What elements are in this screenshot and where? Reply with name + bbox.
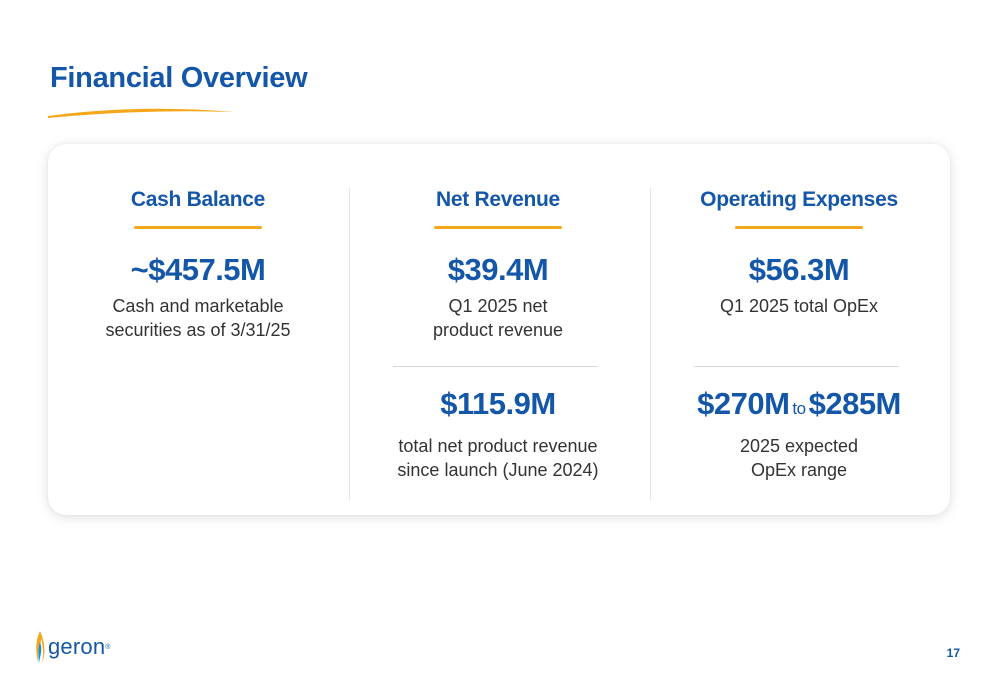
opex-range-low: $270M: [697, 386, 790, 421]
page-number: 17: [946, 646, 960, 660]
financial-summary-card: Cash Balance ~$457.5M Cash and marketabl…: [48, 144, 950, 515]
geron-logo: geron ®: [34, 630, 110, 664]
net-revenue-value: $39.4M: [447, 252, 549, 287]
title-swoosh-decoration: [48, 108, 234, 118]
operating-expenses-caption: Q1 2025 total OpEx: [649, 294, 949, 318]
operating-expenses-value: $56.3M: [748, 252, 850, 287]
net-revenue-column: Net Revenue $39.4M Q1 2025 net product r…: [348, 144, 648, 515]
opex-range-caption-line2: OpEx range: [750, 460, 848, 480]
cumulative-revenue-caption-line1: total net product revenue: [398, 436, 598, 456]
operating-expenses-column: Operating Expenses $56.3M Q1 2025 total …: [649, 144, 949, 515]
operating-expenses-underline: [735, 226, 863, 229]
net-revenue-caption-line2: product revenue: [432, 320, 564, 340]
cash-balance-value: ~$457.5M: [130, 252, 266, 287]
cash-balance-heading: Cash Balance: [130, 188, 266, 211]
operating-expenses-divider: [694, 366, 899, 367]
net-revenue-heading: Net Revenue: [436, 188, 560, 211]
opex-range-caption-line1: 2025 expected: [739, 436, 859, 456]
cash-balance-caption-line2: securities as of 3/31/25: [105, 320, 291, 340]
cumulative-revenue-value: $115.9M: [440, 386, 556, 421]
cash-balance-caption: Cash and marketable securities as of 3/3…: [48, 294, 348, 342]
operating-expenses-caption-line1: Q1 2025 total OpEx: [719, 296, 879, 316]
operating-expenses-heading: Operating Expenses: [700, 188, 898, 211]
logo-wordmark: geron: [48, 634, 106, 659]
page-title: Financial Overview: [50, 62, 308, 94]
net-revenue-underline: [434, 226, 562, 229]
cash-balance-column: Cash Balance ~$457.5M Cash and marketabl…: [48, 144, 348, 515]
cash-balance-caption-line1: Cash and marketable: [112, 296, 284, 316]
cumulative-revenue-caption-line2: since launch (June 2024): [397, 460, 599, 480]
opex-range-separator: to: [792, 399, 806, 418]
net-revenue-divider: [393, 366, 598, 367]
opex-range-high: $285M: [808, 386, 902, 421]
cash-balance-underline: [134, 226, 262, 229]
net-revenue-caption-line1: Q1 2025 net: [448, 296, 548, 316]
opex-range-caption: 2025 expected OpEx range: [649, 434, 949, 482]
net-revenue-caption: Q1 2025 net product revenue: [348, 294, 648, 342]
cumulative-revenue-caption: total net product revenue since launch (…: [348, 434, 648, 482]
opex-range-value: $270M to$285M: [649, 386, 949, 422]
column-divider-1: [349, 188, 350, 500]
logo-registered-mark: ®: [105, 643, 111, 651]
column-divider-2: [650, 188, 651, 500]
flame-icon: [36, 631, 45, 663]
